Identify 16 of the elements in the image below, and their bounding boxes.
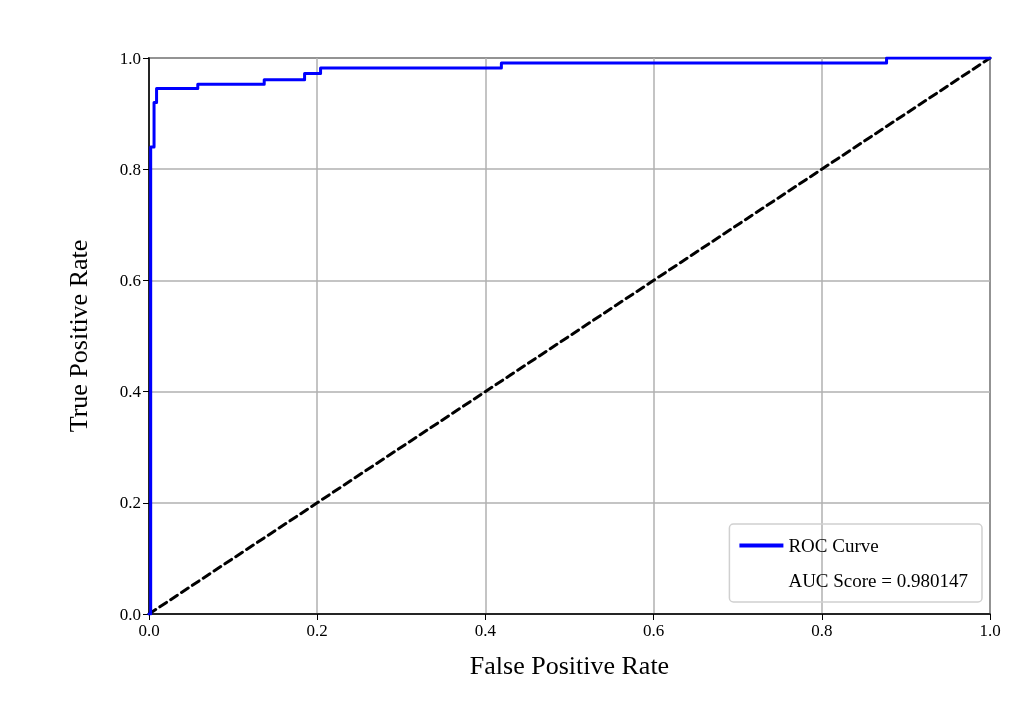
y-tick-label: 0.4 — [119, 382, 142, 402]
legend-label: ROC Curve — [788, 535, 879, 556]
x-tick-label: 0.4 — [474, 621, 497, 640]
x-tick-label: 0.0 — [138, 621, 160, 640]
y-tick-label: 0.8 — [119, 159, 141, 179]
y-tick-label: 0.0 — [119, 604, 141, 624]
x-tick-label: 0.2 — [306, 621, 328, 640]
y-tick-label: 0.2 — [119, 493, 141, 513]
x-axis-title: False Positive Rate — [469, 650, 670, 680]
y-tick-label: 0.6 — [119, 270, 141, 290]
y-axis-title: True Positive Rate — [63, 239, 93, 433]
x-tick-label: 0.8 — [811, 621, 833, 640]
x-tick-label: 0.6 — [642, 621, 665, 640]
annotation: AUC Score = 0.980147 — [788, 570, 968, 591]
y-tick-label: 1.0 — [119, 48, 141, 68]
x-tick-label: 1.0 — [979, 621, 1001, 640]
